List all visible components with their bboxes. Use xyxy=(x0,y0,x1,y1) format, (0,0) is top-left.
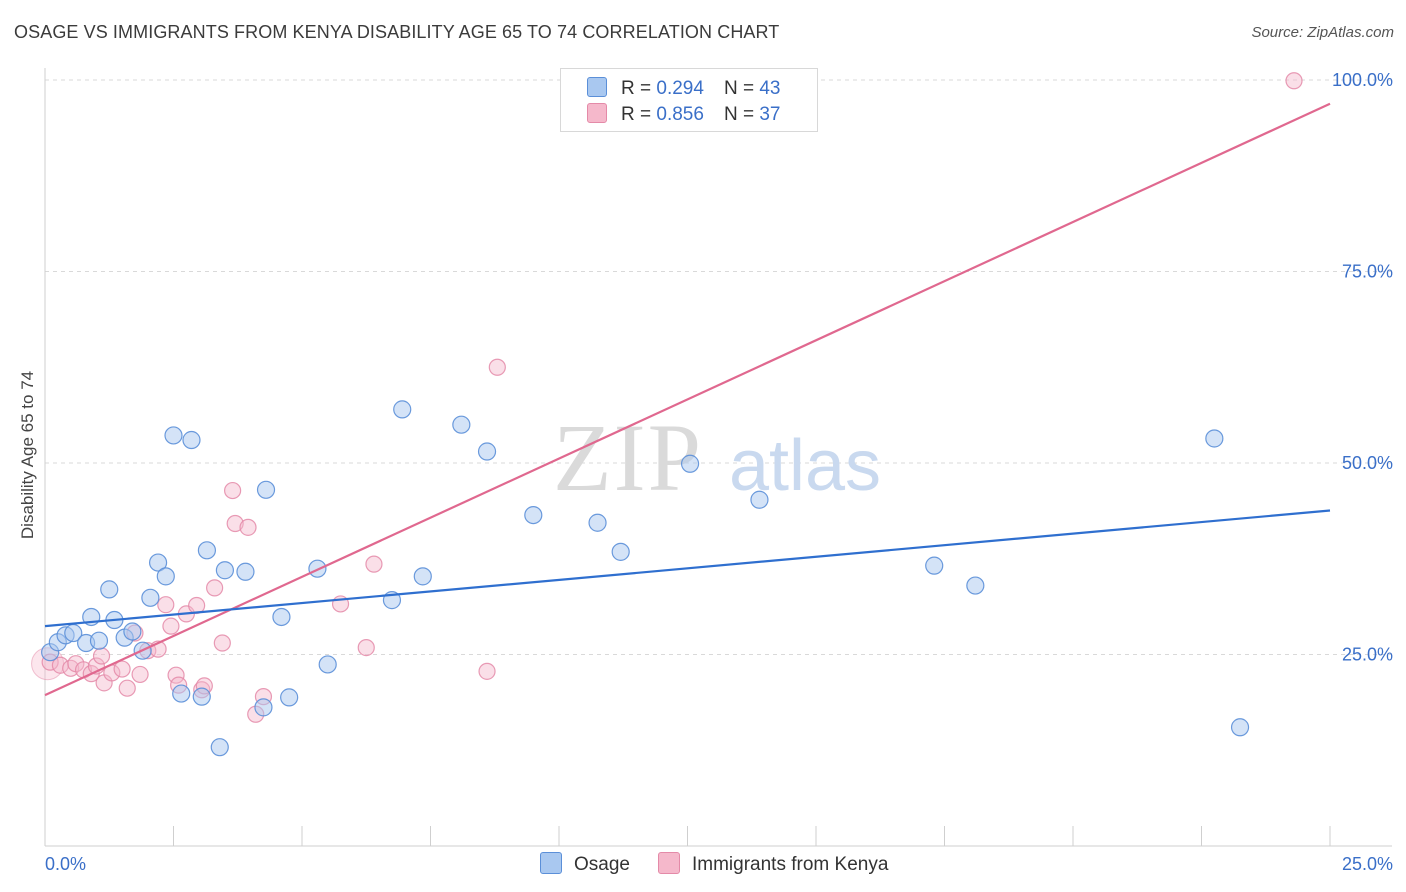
osage-point xyxy=(215,561,234,580)
legend-n-label: N = xyxy=(723,104,755,125)
osage-point xyxy=(966,576,985,595)
kenya-point xyxy=(488,358,506,376)
legend-row-osage: R = 0.294 N = 43 xyxy=(587,77,780,103)
gridlines xyxy=(45,79,1392,655)
osage-point xyxy=(1230,718,1250,737)
kenya-swatch xyxy=(587,103,607,123)
bottom-legend-kenya: Immigrants from Kenya xyxy=(658,852,888,876)
x-tick-label: 0.0% xyxy=(45,854,86,874)
trend-lines xyxy=(44,102,1331,697)
osage-point xyxy=(164,426,183,445)
bottom-legend-label: Osage xyxy=(574,854,630,875)
legend-r-value: 0.856 xyxy=(656,104,704,125)
osage-point xyxy=(393,400,412,419)
y-tick-label: 100.0% xyxy=(1332,70,1393,90)
kenya-point xyxy=(62,659,80,677)
osage-points xyxy=(41,400,1250,757)
kenya-point xyxy=(118,679,136,697)
kenya-point xyxy=(167,666,185,684)
kenya-point xyxy=(157,596,175,614)
osage-point xyxy=(256,480,276,499)
legend-n-value: 37 xyxy=(759,104,781,125)
osage-point xyxy=(477,442,497,461)
kenya-point xyxy=(365,555,383,573)
osage-point xyxy=(588,513,607,532)
osage-point xyxy=(100,580,119,599)
bottom-legend-label: Immigrants from Kenya xyxy=(692,854,889,875)
osage-point xyxy=(524,505,543,525)
axes xyxy=(44,68,1392,847)
chart-title: OSAGE VS IMMIGRANTS FROM KENYA DISABILIT… xyxy=(14,22,780,42)
tick-labels: 25.0% 50.0% 75.0% 100.0% 0.0% 25.0% xyxy=(45,70,1393,874)
kenya-point xyxy=(213,634,231,652)
y-tick-label: 75.0% xyxy=(1342,262,1393,282)
osage-point xyxy=(123,622,142,641)
osage-point xyxy=(318,655,337,674)
bottom-legend-osage: Osage xyxy=(540,852,630,876)
source-label: Source: ZipAtlas.com xyxy=(1251,24,1394,41)
osage-point xyxy=(925,556,944,575)
osage-point xyxy=(254,698,273,717)
kenya-point xyxy=(131,665,149,684)
osage-point xyxy=(141,588,160,607)
kenya-point xyxy=(162,617,180,635)
osage-point xyxy=(156,567,175,586)
osage-swatch xyxy=(587,77,607,97)
kenya-point xyxy=(478,662,496,680)
kenya-point xyxy=(226,514,244,533)
osage-legend-swatch xyxy=(540,852,562,874)
y-tick-label: 25.0% xyxy=(1342,645,1393,665)
x-tick-label: 25.0% xyxy=(1342,854,1393,874)
osage-point xyxy=(280,688,299,707)
kenya-point xyxy=(357,639,375,657)
kenya-points xyxy=(31,72,1303,723)
legend-r-value: 0.294 xyxy=(656,78,704,99)
legend-r-label: R = xyxy=(621,104,652,125)
kenya-point xyxy=(239,518,257,536)
osage-point xyxy=(89,631,109,650)
legend-n-label: N = xyxy=(723,78,755,99)
osage-point xyxy=(192,687,211,706)
kenya-point xyxy=(1285,72,1303,90)
osage-point xyxy=(148,553,168,572)
watermark: ZIP atlas xyxy=(553,404,881,511)
osage-point xyxy=(750,490,769,509)
watermark-zip: ZIP xyxy=(553,404,703,511)
osage-point xyxy=(680,454,700,473)
legend-row-kenya: R = 0.856 N = 37 xyxy=(587,103,780,129)
osage-trend-line xyxy=(44,509,1331,628)
kenya-legend-swatch xyxy=(658,852,680,874)
osage-point xyxy=(452,415,471,434)
osage-point xyxy=(236,562,255,581)
osage-point xyxy=(210,738,229,757)
legend-n-value: 43 xyxy=(759,78,781,99)
kenya-point xyxy=(206,579,224,597)
osage-point xyxy=(182,430,201,450)
watermark-atlas: atlas xyxy=(729,426,881,506)
osage-point xyxy=(611,542,630,561)
osage-point xyxy=(197,541,217,560)
osage-point xyxy=(1205,429,1224,448)
kenya-point xyxy=(113,660,131,678)
stats-legend: R = 0.294 N = 43 R = 0.856 N = 37 xyxy=(560,68,818,132)
kenya-trend-line xyxy=(44,102,1331,697)
y-tick-label: 50.0% xyxy=(1342,453,1393,473)
osage-point xyxy=(172,684,191,703)
kenya-point xyxy=(92,647,111,665)
osage-point xyxy=(413,567,432,586)
osage-point xyxy=(272,607,291,627)
kenya-point xyxy=(224,481,242,500)
legend-r-label: R = xyxy=(621,78,652,99)
